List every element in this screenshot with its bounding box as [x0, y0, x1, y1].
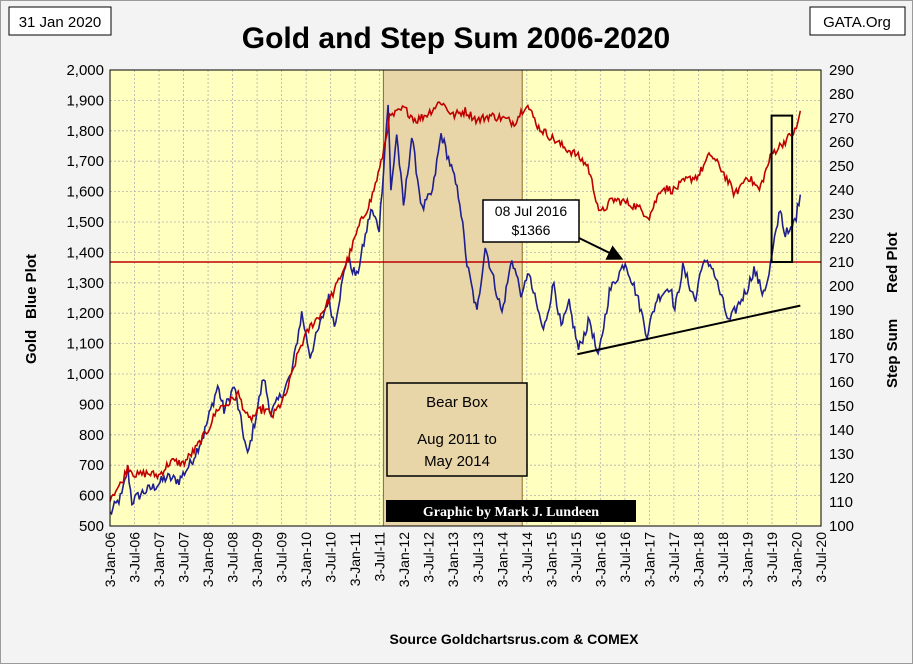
callout-arrow [578, 237, 624, 260]
y-right-title-stepsum: Step Sum [884, 319, 901, 388]
x-tick-label: 3-Jul-06 [127, 532, 143, 583]
bear-box-label-line3: May 2014 [424, 453, 490, 470]
y-left-tick-label: 2,000 [66, 62, 104, 79]
x-tick-label: 3-Jan-06 [102, 532, 118, 587]
x-tick-label: 3-Jan-19 [739, 532, 755, 587]
y-left-tick-label: 1,000 [66, 366, 104, 383]
x-tick-label: 3-Jan-08 [200, 532, 216, 587]
y-right-tick-label: 160 [829, 374, 854, 391]
y-right-tick-label: 110 [829, 494, 853, 511]
x-tick-label: 3-Jul-14 [519, 532, 535, 583]
y-left-tick-label: 1,400 [66, 244, 104, 261]
x-tick-label: 3-Jan-20 [788, 532, 804, 587]
x-tick-label: 3-Jan-14 [494, 532, 510, 587]
callout-box [482, 199, 580, 243]
y-right-tick-label: 280 [829, 86, 854, 103]
x-tick-label: 3-Jan-07 [151, 532, 167, 587]
step-sum-line [109, 101, 802, 502]
y-left-title-blue: Blue Plot [23, 254, 40, 319]
x-tick-label: 3-Jan-16 [592, 532, 608, 587]
y-left-tick-label: 1,200 [66, 305, 104, 322]
y-left-tick-label: 1,300 [66, 275, 104, 292]
x-tick-label: 3-Jan-13 [445, 532, 461, 587]
y-right-tick-label: 190 [829, 302, 854, 319]
y-left-tick-label: 800 [79, 427, 104, 444]
y-left-tick-label: 1,900 [66, 92, 104, 109]
y-left-tick-label: 900 [79, 396, 104, 413]
y-left-tick-label: 1,500 [66, 214, 104, 231]
x-tick-labels: 3-Jan-06 3-Jul-06 3-Jan-07 3-Jul-07 3-Jan-08… [102, 532, 829, 587]
credit-label: Graphic by Mark J. Lundeen [423, 505, 599, 520]
y-right-tick-label: 130 [829, 446, 854, 463]
series-layer [109, 101, 802, 516]
chart-title: Gold and Step Sum 2006-2020 [242, 22, 670, 55]
x-tick-label: 3-Jul-08 [225, 532, 241, 583]
source-tag: GATA.Org [823, 14, 891, 31]
trend-line [577, 304, 801, 356]
plot-border [109, 69, 822, 527]
x-tick-label: 3-Jul-16 [617, 532, 633, 583]
y-right-tick-label: 250 [829, 158, 854, 175]
y-right-tick-label: 140 [829, 422, 854, 439]
x-tick-label: 3-Jan-15 [543, 532, 559, 587]
y-left-tick-label: 700 [79, 457, 104, 474]
x-tick-label: 3-Jul-15 [568, 532, 584, 583]
y-right-tick-label: 180 [829, 326, 854, 343]
y-right-tick-label: 290 [829, 62, 854, 79]
y-left-tick-label: 1,800 [66, 123, 104, 140]
highlight-box [770, 114, 794, 263]
x-tick-label: 3-Jul-11 [372, 532, 388, 582]
y-right-tick-label: 170 [829, 350, 854, 367]
date-box [8, 6, 112, 36]
x-tick-label: 3-Jul-13 [470, 532, 486, 583]
y-left-tick-labels: 500 600 700 800 900 1,000 1,100 1,200 1,300 1,400… [66, 62, 104, 535]
x-tick-label: 3-Jan-11 [347, 532, 363, 586]
y-right-tick-label: 220 [829, 230, 854, 247]
y-right-title-red: Red Plot [884, 232, 901, 293]
bear-box-label-line1: Bear Box [426, 394, 488, 411]
y-right-tick-label: 240 [829, 182, 854, 199]
x-tick-label: 3-Jul-18 [715, 532, 731, 583]
credit-box [386, 500, 636, 522]
y-right-tick-label: 120 [829, 470, 854, 487]
x-tick-label: 3-Jul-09 [274, 532, 290, 583]
y-right-tick-label: 200 [829, 278, 854, 295]
y-left-tick-label: 500 [79, 518, 104, 535]
x-tick-label: 3-Jul-10 [323, 532, 339, 583]
x-tick-label: 3-Jan-18 [690, 532, 706, 587]
y-right-tick-label: 230 [829, 206, 854, 223]
gold-price-line [109, 104, 802, 516]
bear-box-label-line2: Aug 2011 to [417, 431, 497, 448]
bear-box-label-box [386, 382, 528, 477]
y-right-tick-label: 150 [829, 398, 854, 415]
source-tag-box [809, 6, 906, 36]
x-tick-label: 3-Jul-20 [813, 532, 829, 583]
x-tick-label: 3-Jul-19 [764, 532, 780, 583]
y-left-tick-label: 1,700 [66, 153, 104, 170]
y-left-tick-label: 1,100 [66, 336, 104, 353]
callout-price: $1366 [512, 222, 551, 238]
y-left-tick-label: 1,600 [66, 184, 104, 201]
x-tick-label: 3-Jan-09 [249, 532, 265, 587]
y-left-title-gold: Gold [23, 330, 40, 364]
x-tick-label: 3-Jan-10 [298, 532, 314, 587]
x-tick-label: 3-Jul-07 [176, 532, 192, 583]
y-right-tick-label: 270 [829, 110, 854, 127]
y-left-tick-label: 600 [79, 488, 104, 505]
callout-date: 08 Jul 2016 [495, 203, 568, 219]
y-right-tick-labels: 100 110 120 130 140 150 160 170 180 190 200 210 220 2… [829, 62, 854, 535]
x-tick-label: 3-Jul-17 [666, 532, 682, 583]
source-footer: Source Goldchartsrus.com & COMEX [390, 631, 640, 647]
y-right-tick-label: 210 [829, 254, 854, 271]
y-right-tick-label: 100 [829, 518, 854, 535]
x-tick-label: 3-Jan-12 [396, 532, 412, 587]
date-label: 31 Jan 2020 [19, 14, 102, 31]
x-tick-label: 3-Jan-17 [641, 532, 657, 587]
y-right-tick-label: 260 [829, 134, 854, 151]
x-tick-label: 3-Jul-12 [421, 532, 437, 583]
